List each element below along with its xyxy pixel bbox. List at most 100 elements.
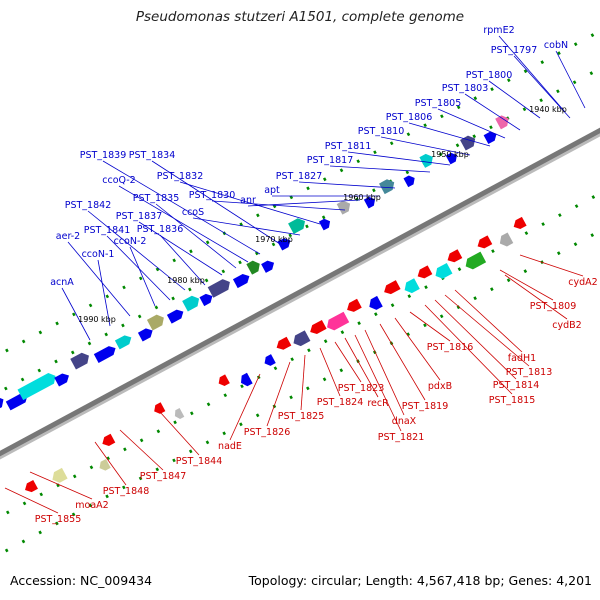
tick-mark: [473, 296, 477, 301]
reverse-gene: [465, 251, 487, 270]
tick-mark: [4, 386, 8, 391]
tick-mark: [221, 269, 226, 274]
forward-gene: [166, 309, 184, 324]
tick-mark: [491, 249, 495, 254]
tick-mark: [239, 222, 243, 227]
reverse-gene-label: recR: [367, 398, 389, 409]
tick-mark: [122, 285, 126, 290]
tick-mark: [206, 402, 211, 407]
label-leader-line: [67, 241, 131, 317]
forward-gene: [199, 293, 213, 307]
reverse-gene-label: PST_1819: [402, 401, 449, 412]
forward-gene: [363, 196, 376, 209]
forward-gene-label: PST_1841: [84, 225, 131, 236]
tick-mark: [89, 465, 94, 470]
tick-mark: [56, 483, 60, 488]
label-leader-line: [94, 441, 127, 486]
tick-mark: [322, 177, 327, 182]
forward-gene-label: PST_1834: [129, 150, 176, 161]
tick-mark: [472, 134, 477, 139]
reverse-gene-label: PST_1813: [506, 367, 553, 378]
tick-mark: [87, 341, 92, 346]
tick-mark: [523, 269, 528, 274]
forward-gene: [379, 179, 395, 195]
label-leader-line: [159, 234, 206, 286]
tick-mark: [38, 330, 43, 335]
tick-mark: [590, 233, 595, 238]
tick-mark: [122, 485, 126, 490]
reverse-gene-label: PST_1826: [244, 427, 291, 438]
label-leader-line: [298, 181, 396, 189]
tick-mark: [340, 330, 345, 335]
tick-mark: [590, 33, 595, 38]
scale-label: 1960 kbp: [343, 193, 381, 202]
tick-mark: [389, 141, 394, 146]
tick-mark: [373, 150, 377, 155]
tick-mark: [255, 413, 260, 418]
forward-gene: [70, 352, 89, 370]
tick-mark: [591, 195, 596, 200]
tick-mark: [541, 222, 545, 227]
tick-mark: [440, 114, 444, 119]
label-lines-layer: [4, 35, 586, 514]
tick-mark: [556, 89, 560, 94]
reverse-gene: [417, 265, 433, 279]
tick-mark: [423, 323, 427, 328]
label-leader-line: [434, 299, 517, 380]
forward-gene-label: PST_1827: [276, 171, 323, 182]
tick-mark: [573, 42, 578, 47]
reverse-gene: [218, 374, 230, 387]
reverse-gene: [25, 479, 38, 493]
reverse-gene-label: PST_1844: [176, 456, 223, 467]
tick-mark: [205, 240, 210, 245]
tick-mark: [21, 339, 26, 344]
tick-mark: [572, 80, 577, 85]
label-leader-line: [437, 108, 506, 139]
reverse-gene: [327, 311, 350, 331]
tick-mark: [490, 87, 494, 92]
tick-mark: [22, 501, 27, 506]
tick-mark: [172, 458, 176, 463]
reverse-gene-label: dnaX: [392, 416, 417, 427]
tick-mark: [138, 476, 143, 481]
tick-mark: [490, 287, 494, 292]
reverse-gene: [384, 280, 401, 295]
tick-mark: [273, 366, 278, 371]
tick-mark: [37, 368, 42, 373]
scale-label: 1940 kbp: [529, 105, 567, 114]
reverse-gene-label: cydA2: [568, 277, 597, 288]
forward-gene: [261, 260, 275, 273]
label-leader-line: [334, 341, 362, 383]
label-leader-line: [408, 122, 491, 147]
label-leader-line: [102, 160, 261, 255]
forward-gene: [17, 373, 56, 401]
tick-mark: [204, 278, 209, 283]
forward-gene: [182, 295, 200, 312]
label-leader-line: [424, 304, 513, 395]
reverse-gene: [435, 262, 453, 279]
label-leader-line: [129, 246, 156, 307]
tick-mark: [439, 314, 444, 319]
tick-mark: [222, 431, 227, 436]
forward-gene-label: PST_1811: [325, 141, 372, 152]
tick-mark: [139, 438, 144, 443]
reverse-gene: [369, 295, 383, 310]
tick-mark: [405, 170, 410, 175]
forward-gene-label: aer-2: [56, 231, 80, 242]
forward-gene-label: PST_1805: [415, 98, 462, 109]
label-leader-line: [364, 329, 405, 416]
label-leader-line: [379, 323, 426, 401]
genome-stats-text: Topology: circular; Length: 4,567,418 bp…: [248, 573, 592, 588]
reverse-gene-label: PST_1816: [427, 342, 474, 353]
reverse-gene-label: PST_1809: [530, 301, 577, 312]
tick-mark: [557, 51, 561, 56]
tick-mark: [239, 422, 243, 427]
tick-mark: [456, 305, 461, 310]
tick-mark: [339, 368, 344, 373]
label-leader-line: [444, 294, 530, 367]
reverse-gene: [102, 433, 116, 446]
forward-gene-label: PST_1836: [137, 224, 184, 235]
tick-mark: [271, 242, 276, 247]
tick-mark: [455, 143, 460, 148]
forward-gene-label: ccoQ-2: [102, 175, 135, 186]
